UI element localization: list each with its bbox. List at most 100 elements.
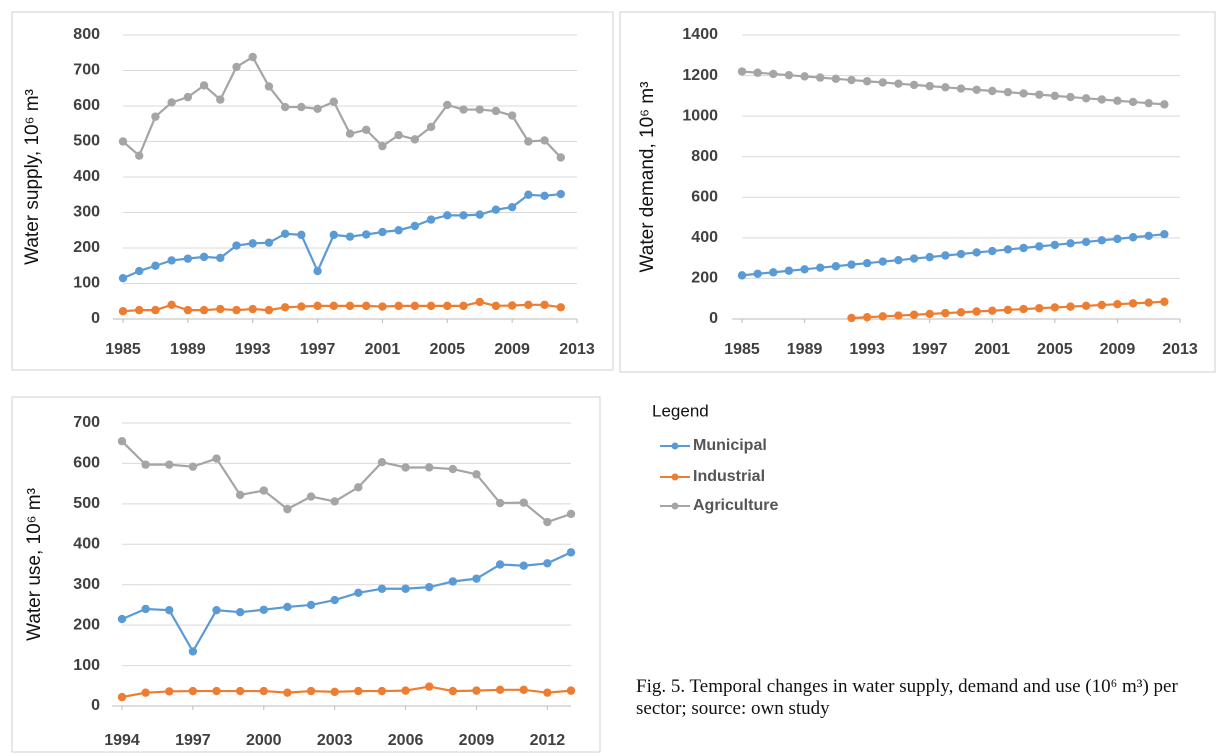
x-tick-label: 2009	[494, 341, 530, 358]
x-tick-label: 2001	[974, 341, 1010, 358]
data-point	[540, 300, 549, 309]
data-point	[1003, 88, 1013, 97]
data-point	[259, 686, 268, 696]
data-point	[425, 582, 434, 592]
data-point	[183, 92, 193, 102]
data-point	[540, 191, 549, 201]
y-tick-label: 100	[73, 657, 100, 674]
x-tick-label: 1994	[104, 732, 140, 749]
data-point	[394, 130, 403, 140]
data-point	[1097, 95, 1106, 104]
data-point	[972, 307, 981, 316]
data-point	[118, 306, 128, 316]
y-tick-label: 1400	[682, 26, 718, 43]
data-point	[283, 602, 292, 612]
data-point	[988, 246, 997, 256]
data-point	[1050, 240, 1060, 250]
data-point	[475, 105, 484, 114]
data-point	[524, 190, 533, 199]
data-point	[495, 560, 505, 569]
data-point	[1019, 243, 1028, 253]
data-point	[1081, 237, 1091, 247]
data-point	[259, 605, 268, 614]
panel-frame	[11, 396, 601, 753]
x-tick-label: 1989	[787, 341, 823, 358]
y-axis-title: Water supply, 10⁶ m³	[22, 89, 43, 265]
data-point	[1128, 299, 1138, 308]
x-tick-label: 2013	[559, 341, 595, 358]
data-point	[345, 129, 355, 138]
data-point	[362, 301, 371, 311]
x-tick-label: 1993	[235, 341, 271, 358]
data-point	[988, 306, 997, 315]
data-point	[1003, 245, 1013, 254]
y-tick-label: 200	[73, 616, 100, 633]
y-tick-label: 600	[73, 455, 100, 472]
data-point	[941, 251, 950, 260]
data-point	[784, 70, 794, 80]
data-point	[1035, 242, 1044, 251]
data-point	[167, 300, 176, 309]
data-point	[543, 559, 552, 568]
data-point	[556, 303, 565, 312]
data-point	[165, 605, 174, 615]
data-point	[737, 271, 747, 280]
legend-label: Municipal	[693, 437, 767, 454]
data-point	[753, 269, 762, 278]
x-tick-label: 1989	[170, 341, 206, 358]
data-point	[118, 137, 128, 146]
series-line	[122, 300, 561, 313]
y-tick-label: 200	[691, 270, 718, 287]
data-point	[151, 305, 160, 315]
data-point	[443, 100, 452, 110]
data-point	[151, 112, 160, 121]
data-point	[283, 688, 292, 697]
data-point	[1066, 92, 1075, 102]
data-point	[1160, 297, 1169, 306]
data-point	[377, 686, 387, 696]
data-point	[1066, 302, 1075, 311]
data-point	[1144, 98, 1153, 108]
y-tick-label: 500	[73, 133, 100, 150]
data-point	[878, 78, 887, 87]
x-tick-label: 2003	[317, 732, 353, 749]
data-point	[141, 604, 150, 614]
data-point	[816, 73, 825, 82]
x-tick-label: 2009	[1100, 341, 1136, 358]
data-point	[1050, 303, 1060, 312]
data-point	[426, 122, 436, 132]
x-tick-label: 2013	[1162, 341, 1198, 358]
data-point	[472, 470, 481, 479]
data-point	[183, 305, 193, 315]
data-point	[1113, 96, 1122, 105]
data-point	[1128, 97, 1138, 107]
data-point	[280, 229, 290, 238]
data-point	[135, 305, 144, 315]
data-point	[800, 72, 809, 81]
y-axis-title: Water demand, 10⁶ m³	[637, 82, 658, 273]
data-point	[297, 102, 306, 112]
data-point	[401, 463, 410, 472]
data-point	[167, 98, 176, 107]
data-point	[894, 311, 903, 320]
data-point	[354, 483, 363, 492]
data-point	[1019, 304, 1028, 314]
data-point	[972, 85, 981, 94]
data-point	[909, 254, 919, 263]
data-point	[556, 189, 565, 199]
data-point	[329, 230, 338, 240]
data-point	[212, 454, 221, 463]
data-point	[459, 211, 468, 220]
data-point	[753, 68, 762, 77]
x-tick-label: 1993	[849, 341, 885, 358]
data-point	[448, 686, 458, 696]
data-point	[248, 239, 257, 248]
data-point	[1144, 298, 1153, 307]
data-point	[165, 460, 174, 469]
data-point	[188, 647, 198, 656]
data-point	[956, 249, 966, 259]
data-point	[941, 83, 950, 92]
x-tick-label: 1997	[300, 341, 336, 358]
data-point	[459, 105, 468, 114]
data-point	[426, 301, 436, 311]
